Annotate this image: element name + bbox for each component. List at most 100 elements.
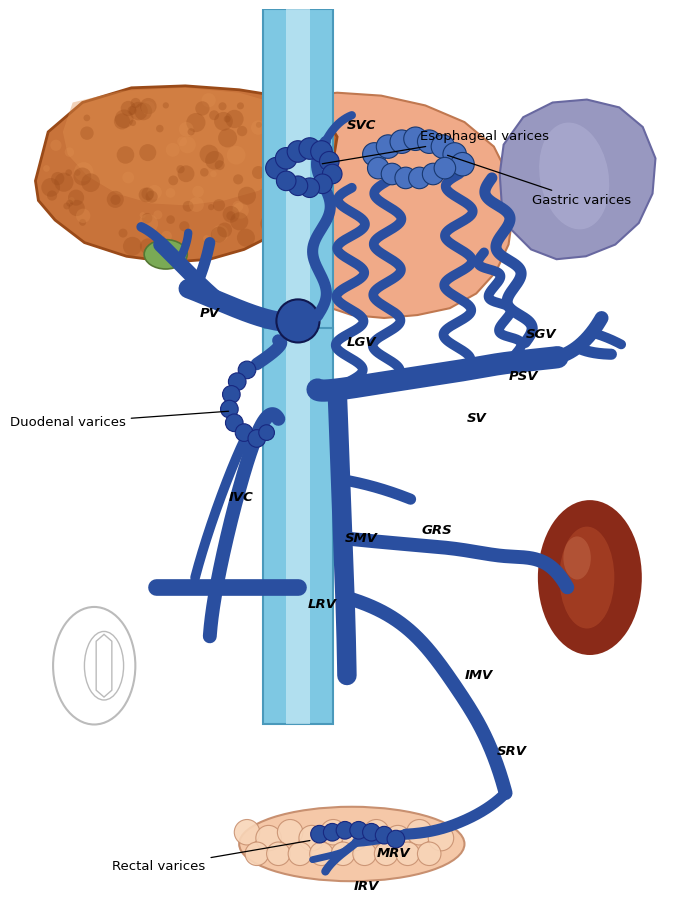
Circle shape — [256, 122, 262, 128]
Circle shape — [323, 823, 341, 841]
Circle shape — [277, 820, 303, 845]
Circle shape — [64, 148, 74, 157]
Circle shape — [73, 168, 92, 185]
Circle shape — [74, 170, 81, 176]
Circle shape — [363, 143, 386, 166]
Text: Rectal varices: Rectal varices — [113, 841, 310, 873]
Circle shape — [431, 135, 455, 159]
Circle shape — [271, 199, 283, 211]
Circle shape — [277, 171, 296, 191]
Circle shape — [65, 170, 72, 176]
Circle shape — [311, 825, 328, 843]
Circle shape — [81, 173, 100, 192]
Circle shape — [156, 124, 163, 133]
Text: Duodenal varices: Duodenal varices — [9, 411, 228, 430]
Circle shape — [390, 130, 414, 153]
Circle shape — [224, 115, 231, 123]
Circle shape — [256, 825, 281, 851]
Circle shape — [201, 93, 216, 107]
Circle shape — [313, 174, 332, 194]
Circle shape — [403, 127, 427, 150]
Polygon shape — [244, 93, 513, 318]
Circle shape — [296, 146, 316, 165]
Circle shape — [213, 199, 225, 211]
Text: Gastric varices: Gastric varices — [447, 155, 632, 207]
Circle shape — [179, 122, 194, 136]
Circle shape — [299, 825, 324, 851]
Circle shape — [142, 213, 153, 223]
Ellipse shape — [563, 537, 591, 580]
Circle shape — [231, 212, 248, 230]
Circle shape — [218, 102, 226, 111]
Circle shape — [178, 165, 195, 183]
Circle shape — [252, 166, 265, 179]
Circle shape — [68, 197, 75, 203]
Circle shape — [443, 143, 466, 166]
Circle shape — [267, 135, 275, 142]
Circle shape — [233, 174, 243, 184]
Polygon shape — [286, 328, 310, 725]
Circle shape — [214, 112, 233, 131]
Circle shape — [153, 210, 162, 219]
Circle shape — [300, 178, 319, 197]
Circle shape — [237, 126, 247, 136]
Circle shape — [111, 195, 121, 205]
Circle shape — [176, 165, 184, 173]
Circle shape — [211, 227, 227, 242]
Circle shape — [189, 197, 204, 212]
Circle shape — [336, 822, 354, 839]
Circle shape — [271, 162, 283, 174]
Circle shape — [210, 171, 217, 177]
Text: PV: PV — [200, 307, 220, 320]
Circle shape — [407, 820, 432, 845]
Circle shape — [296, 149, 302, 156]
Circle shape — [147, 185, 162, 199]
Circle shape — [79, 219, 86, 226]
Circle shape — [140, 239, 156, 254]
Circle shape — [117, 147, 134, 164]
Circle shape — [385, 825, 411, 851]
Text: IMV: IMV — [465, 669, 494, 682]
Circle shape — [238, 361, 256, 379]
Circle shape — [122, 171, 134, 183]
Circle shape — [271, 123, 280, 131]
Circle shape — [220, 400, 238, 418]
Circle shape — [376, 135, 400, 159]
Circle shape — [228, 372, 246, 391]
Circle shape — [332, 842, 355, 866]
Circle shape — [251, 121, 266, 135]
Circle shape — [277, 300, 319, 342]
Circle shape — [139, 144, 156, 161]
Text: SVC: SVC — [347, 119, 376, 132]
Circle shape — [275, 148, 297, 169]
Ellipse shape — [144, 240, 187, 269]
Circle shape — [209, 111, 219, 120]
Circle shape — [451, 152, 475, 176]
Circle shape — [222, 206, 239, 223]
Circle shape — [131, 98, 141, 108]
Circle shape — [238, 187, 256, 205]
Circle shape — [186, 113, 205, 132]
Circle shape — [409, 167, 430, 189]
Circle shape — [106, 191, 124, 208]
Circle shape — [381, 163, 403, 184]
Circle shape — [288, 176, 308, 195]
Circle shape — [235, 424, 253, 442]
Circle shape — [218, 128, 237, 148]
Circle shape — [115, 110, 134, 128]
Circle shape — [188, 128, 195, 136]
Circle shape — [217, 222, 232, 237]
Text: GRS: GRS — [422, 524, 452, 537]
Circle shape — [41, 178, 60, 196]
Polygon shape — [500, 100, 656, 259]
Polygon shape — [262, 328, 333, 725]
Circle shape — [182, 201, 193, 212]
Circle shape — [195, 101, 210, 115]
Circle shape — [119, 229, 127, 238]
Circle shape — [353, 842, 376, 866]
Circle shape — [395, 167, 416, 189]
Circle shape — [434, 158, 456, 179]
Text: IRV: IRV — [354, 880, 379, 892]
Circle shape — [47, 191, 57, 201]
Circle shape — [287, 141, 308, 162]
